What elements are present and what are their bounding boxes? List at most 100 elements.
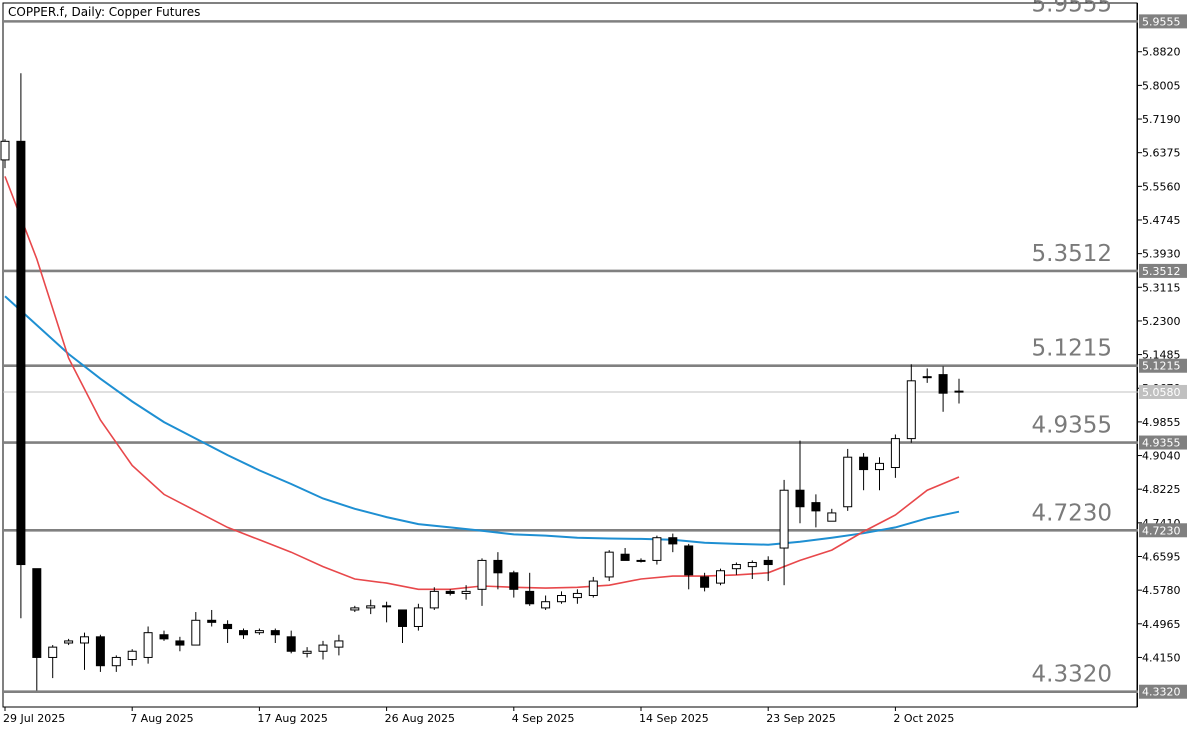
candle-body-bull: [80, 636, 89, 644]
y-tick-label: 4.4965: [1142, 618, 1181, 631]
candle-body-bear: [795, 489, 805, 508]
candle[interactable]: [0, 139, 10, 169]
candle-body-bull: [191, 619, 201, 646]
candle[interactable]: [652, 535, 662, 565]
candle[interactable]: [795, 440, 805, 524]
candle-body-bull: [302, 650, 312, 654]
candle[interactable]: [191, 612, 201, 646]
candle-body-bull: [541, 601, 551, 609]
candle[interactable]: [747, 560, 757, 579]
candle[interactable]: [700, 572, 710, 592]
candle-body-bear: [509, 572, 519, 590]
y-tick-label: 5.2300: [1142, 315, 1181, 328]
candle[interactable]: [716, 568, 725, 586]
chart-title: COPPER.f, Daily: Copper Futures: [8, 5, 200, 19]
y-tick-label: 5.1485: [1142, 349, 1181, 362]
candle[interactable]: [557, 591, 566, 604]
candle[interactable]: [731, 562, 741, 575]
candle[interactable]: [334, 634, 344, 656]
candle[interactable]: [270, 628, 280, 643]
candle[interactable]: [350, 605, 360, 613]
level-tag: [1139, 523, 1187, 538]
candle[interactable]: [413, 603, 423, 631]
candle[interactable]: [461, 585, 471, 600]
candle-body-bear: [493, 559, 503, 574]
candle[interactable]: [636, 558, 646, 563]
candle[interactable]: [541, 595, 551, 610]
x-tick-label: 23 Sep 2025: [766, 712, 836, 725]
candle[interactable]: [366, 599, 376, 615]
candle[interactable]: [875, 457, 884, 491]
candle-body-bear: [398, 609, 407, 627]
candle-body-bear: [525, 590, 535, 605]
candle[interactable]: [143, 626, 153, 664]
candle[interactable]: [827, 508, 837, 522]
level-tag-label: 4.7230: [1142, 524, 1181, 537]
candle[interactable]: [890, 434, 900, 478]
candle[interactable]: [811, 494, 821, 528]
candle[interactable]: [525, 572, 535, 606]
candle[interactable]: [954, 378, 964, 404]
x-tick-label: 17 Aug 2025: [257, 712, 327, 725]
candle[interactable]: [763, 556, 773, 582]
candle[interactable]: [64, 638, 74, 646]
candle-body-bull: [366, 605, 376, 609]
candle[interactable]: [32, 568, 42, 691]
candle[interactable]: [95, 634, 105, 672]
horizontal-levels: 5.9555 5.3512 5.1215 4.9355 4.7230 4.3320: [3, 0, 1138, 694]
level-tag-label: 5.9555: [1142, 15, 1181, 28]
candle-body-bull: [731, 564, 741, 570]
candle[interactable]: [779, 479, 789, 586]
candle[interactable]: [668, 533, 678, 553]
candle[interactable]: [922, 368, 932, 383]
candle[interactable]: [80, 632, 89, 670]
candle[interactable]: [48, 645, 58, 679]
y-tick-label: 4.9040: [1142, 450, 1181, 463]
candle[interactable]: [493, 552, 503, 590]
candle[interactable]: [16, 73, 26, 619]
y-tick-label: 5.6375: [1142, 147, 1181, 160]
candle[interactable]: [318, 640, 328, 660]
candle[interactable]: [620, 548, 630, 561]
candle-body-bull: [111, 656, 121, 667]
y-tick-label: 5.5560: [1142, 180, 1181, 193]
candle[interactable]: [572, 589, 582, 604]
candle[interactable]: [604, 550, 614, 582]
y-tick-label: 5.8005: [1142, 79, 1181, 92]
candle[interactable]: [588, 576, 598, 598]
y-tick-label: 5.8820: [1142, 46, 1181, 59]
candle[interactable]: [477, 558, 487, 606]
candle-body-bull: [461, 590, 471, 594]
candle[interactable]: [938, 366, 948, 412]
level-label: 4.9355: [1032, 413, 1112, 439]
candle[interactable]: [859, 453, 869, 491]
candle[interactable]: [398, 609, 407, 643]
candle[interactable]: [906, 364, 916, 443]
candle[interactable]: [111, 655, 121, 672]
candle-body-bull: [477, 559, 487, 590]
candle[interactable]: [207, 609, 217, 627]
candle[interactable]: [254, 628, 264, 635]
candle[interactable]: [684, 543, 694, 590]
level-label: 5.3512: [1032, 241, 1112, 267]
candle[interactable]: [175, 636, 185, 652]
candle[interactable]: [509, 570, 519, 598]
time-axis: 29 Jul 2025 7 Aug 2025 17 Aug 2025 26 Aug 2…: [3, 707, 954, 725]
candle[interactable]: [127, 649, 137, 666]
candle[interactable]: [429, 587, 439, 610]
candle-body-bear: [223, 623, 233, 630]
candle[interactable]: [302, 647, 312, 658]
candle[interactable]: [239, 628, 248, 639]
candle-body-bear: [763, 559, 773, 566]
candle[interactable]: [223, 620, 233, 643]
y-tick-label: 4.8225: [1142, 483, 1181, 496]
candle[interactable]: [843, 448, 853, 511]
level-tag-label: 5.1215: [1142, 360, 1181, 373]
candle[interactable]: [445, 589, 455, 596]
candle[interactable]: [382, 601, 392, 623]
candle[interactable]: [286, 630, 296, 654]
candle[interactable]: [159, 630, 169, 641]
level-tag: [1139, 684, 1187, 699]
level-tag: [1139, 14, 1187, 29]
